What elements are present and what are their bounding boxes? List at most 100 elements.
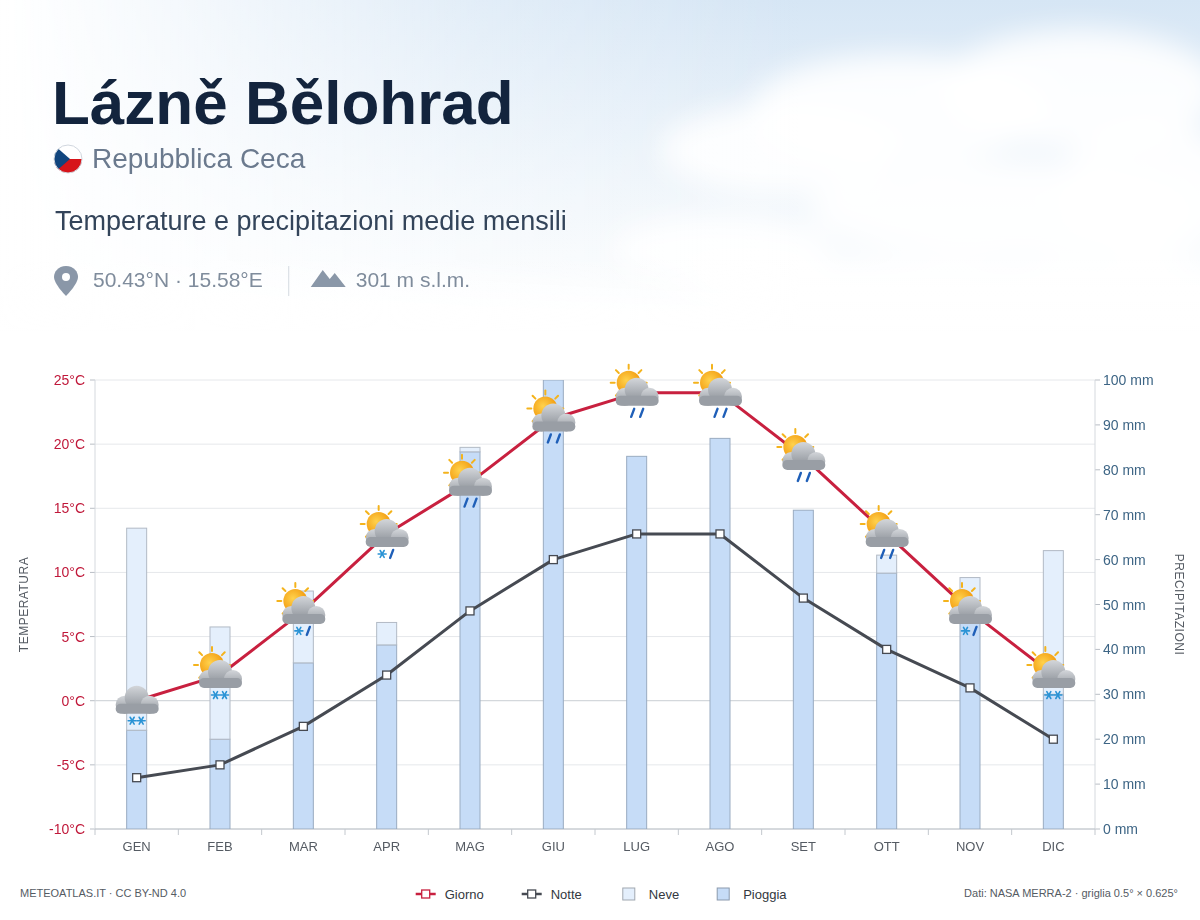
bar [793, 510, 813, 511]
bar [377, 645, 397, 829]
bar [627, 456, 647, 457]
elevation: 301 m s.l.m. [356, 268, 470, 291]
x-tick-label: MAG [455, 839, 485, 854]
marker [133, 774, 141, 782]
tick-mark [90, 636, 95, 637]
weather-icon [611, 365, 659, 417]
y-tick-label: 10°C [54, 564, 85, 580]
y2-tick-label: 0 mm [1103, 821, 1138, 837]
weather-icon [116, 686, 159, 724]
category-divider [678, 829, 679, 835]
y-tick-label: 0°C [62, 693, 86, 709]
weather-icon [194, 647, 242, 698]
category-divider [178, 829, 179, 835]
marker [716, 530, 724, 538]
y-tick-label: 25°C [54, 372, 85, 388]
grid-line [95, 380, 1095, 381]
weather-icons [116, 365, 1076, 724]
y2-tick-label: 50 mm [1103, 597, 1146, 613]
y2-tick-label: 70 mm [1103, 507, 1146, 523]
grid-line [95, 572, 1095, 573]
y2-tick-label: 10 mm [1103, 776, 1146, 792]
weather-icon [777, 429, 825, 481]
legend-item: Neve [623, 887, 679, 902]
tick-mark [1095, 829, 1100, 830]
title: Lázně Bělohrad [52, 68, 514, 137]
divider [288, 266, 289, 296]
legend-swatch [528, 890, 536, 898]
coordinates: 50.43°N · 15.58°E [93, 268, 263, 291]
note: Dati: NASA MERRA-2 · griglia 0.5° × 0.62… [964, 887, 1178, 899]
weather-icon [444, 455, 492, 507]
legend-label: Notte [551, 887, 582, 902]
marker [216, 761, 224, 769]
bar [627, 456, 647, 829]
category-divider [1095, 829, 1096, 835]
tick-mark [1095, 784, 1100, 785]
tick-mark [90, 572, 95, 573]
y2-axis-title: PRECIPITAZIONI [1172, 554, 1186, 655]
category-divider [1011, 829, 1012, 835]
bar [210, 739, 230, 829]
tick-mark [1095, 694, 1100, 695]
category-divider [261, 829, 262, 835]
legend: GiornoNotteNevePioggia [416, 887, 788, 902]
sky-fade [0, 260, 1200, 332]
bar [960, 605, 980, 830]
marker [633, 530, 641, 538]
category-divider [845, 829, 846, 835]
x-tick-label: LUG [623, 839, 650, 854]
legend-item: Pioggia [717, 887, 787, 902]
marker [466, 607, 474, 615]
plot-area [127, 380, 1064, 829]
category-divider [595, 829, 596, 835]
tick-mark [90, 444, 95, 445]
tick-mark [1095, 424, 1100, 425]
legend-swatch [623, 888, 635, 900]
marker [966, 684, 974, 692]
category-divider [345, 829, 346, 835]
tick-mark [90, 508, 95, 509]
y2-tick-label: 30 mm [1103, 686, 1146, 702]
x-tick-label: OTT [874, 839, 900, 854]
bar [1043, 694, 1063, 829]
x-tick-label: MAR [289, 839, 318, 854]
grid-line [95, 764, 1095, 765]
weather-icon [1027, 647, 1075, 698]
bar [543, 380, 563, 381]
y2-tick-label: 90 mm [1103, 417, 1146, 433]
category-divider [511, 829, 512, 835]
weather-icon [527, 390, 575, 442]
weather-icon [361, 506, 409, 558]
source: METEOATLAS.IT · CC BY-ND 4.0 [20, 887, 186, 899]
marker [299, 722, 307, 730]
tick-mark [90, 700, 95, 701]
y-tick-label: -5°C [57, 757, 85, 773]
pin-icon [62, 273, 70, 281]
grid-line [95, 508, 1095, 509]
bar [377, 622, 397, 644]
x-tick-label: FEB [207, 839, 232, 854]
tick-mark [1095, 739, 1100, 740]
weather-icon [277, 583, 325, 635]
weather-icon [694, 365, 742, 417]
pin-icon [54, 266, 78, 296]
x-tick-label: NOV [956, 839, 985, 854]
legend-swatch [717, 888, 729, 900]
x-tick-label: GIU [542, 839, 565, 854]
tick-mark [1095, 469, 1100, 470]
bar [460, 452, 480, 829]
y2-tick-label: 80 mm [1103, 462, 1146, 478]
bar [293, 663, 313, 829]
tick-mark [90, 764, 95, 765]
bar [127, 730, 147, 829]
y-tick-label: 20°C [54, 436, 85, 452]
x-tick-label: GEN [123, 839, 151, 854]
tick-mark [1095, 380, 1100, 381]
bar [543, 380, 563, 829]
y2-tick-label: 60 mm [1103, 552, 1146, 568]
category-divider [761, 829, 762, 835]
marker [799, 594, 807, 602]
tick-mark [90, 829, 95, 830]
country: Repubblica Ceca [92, 143, 306, 174]
